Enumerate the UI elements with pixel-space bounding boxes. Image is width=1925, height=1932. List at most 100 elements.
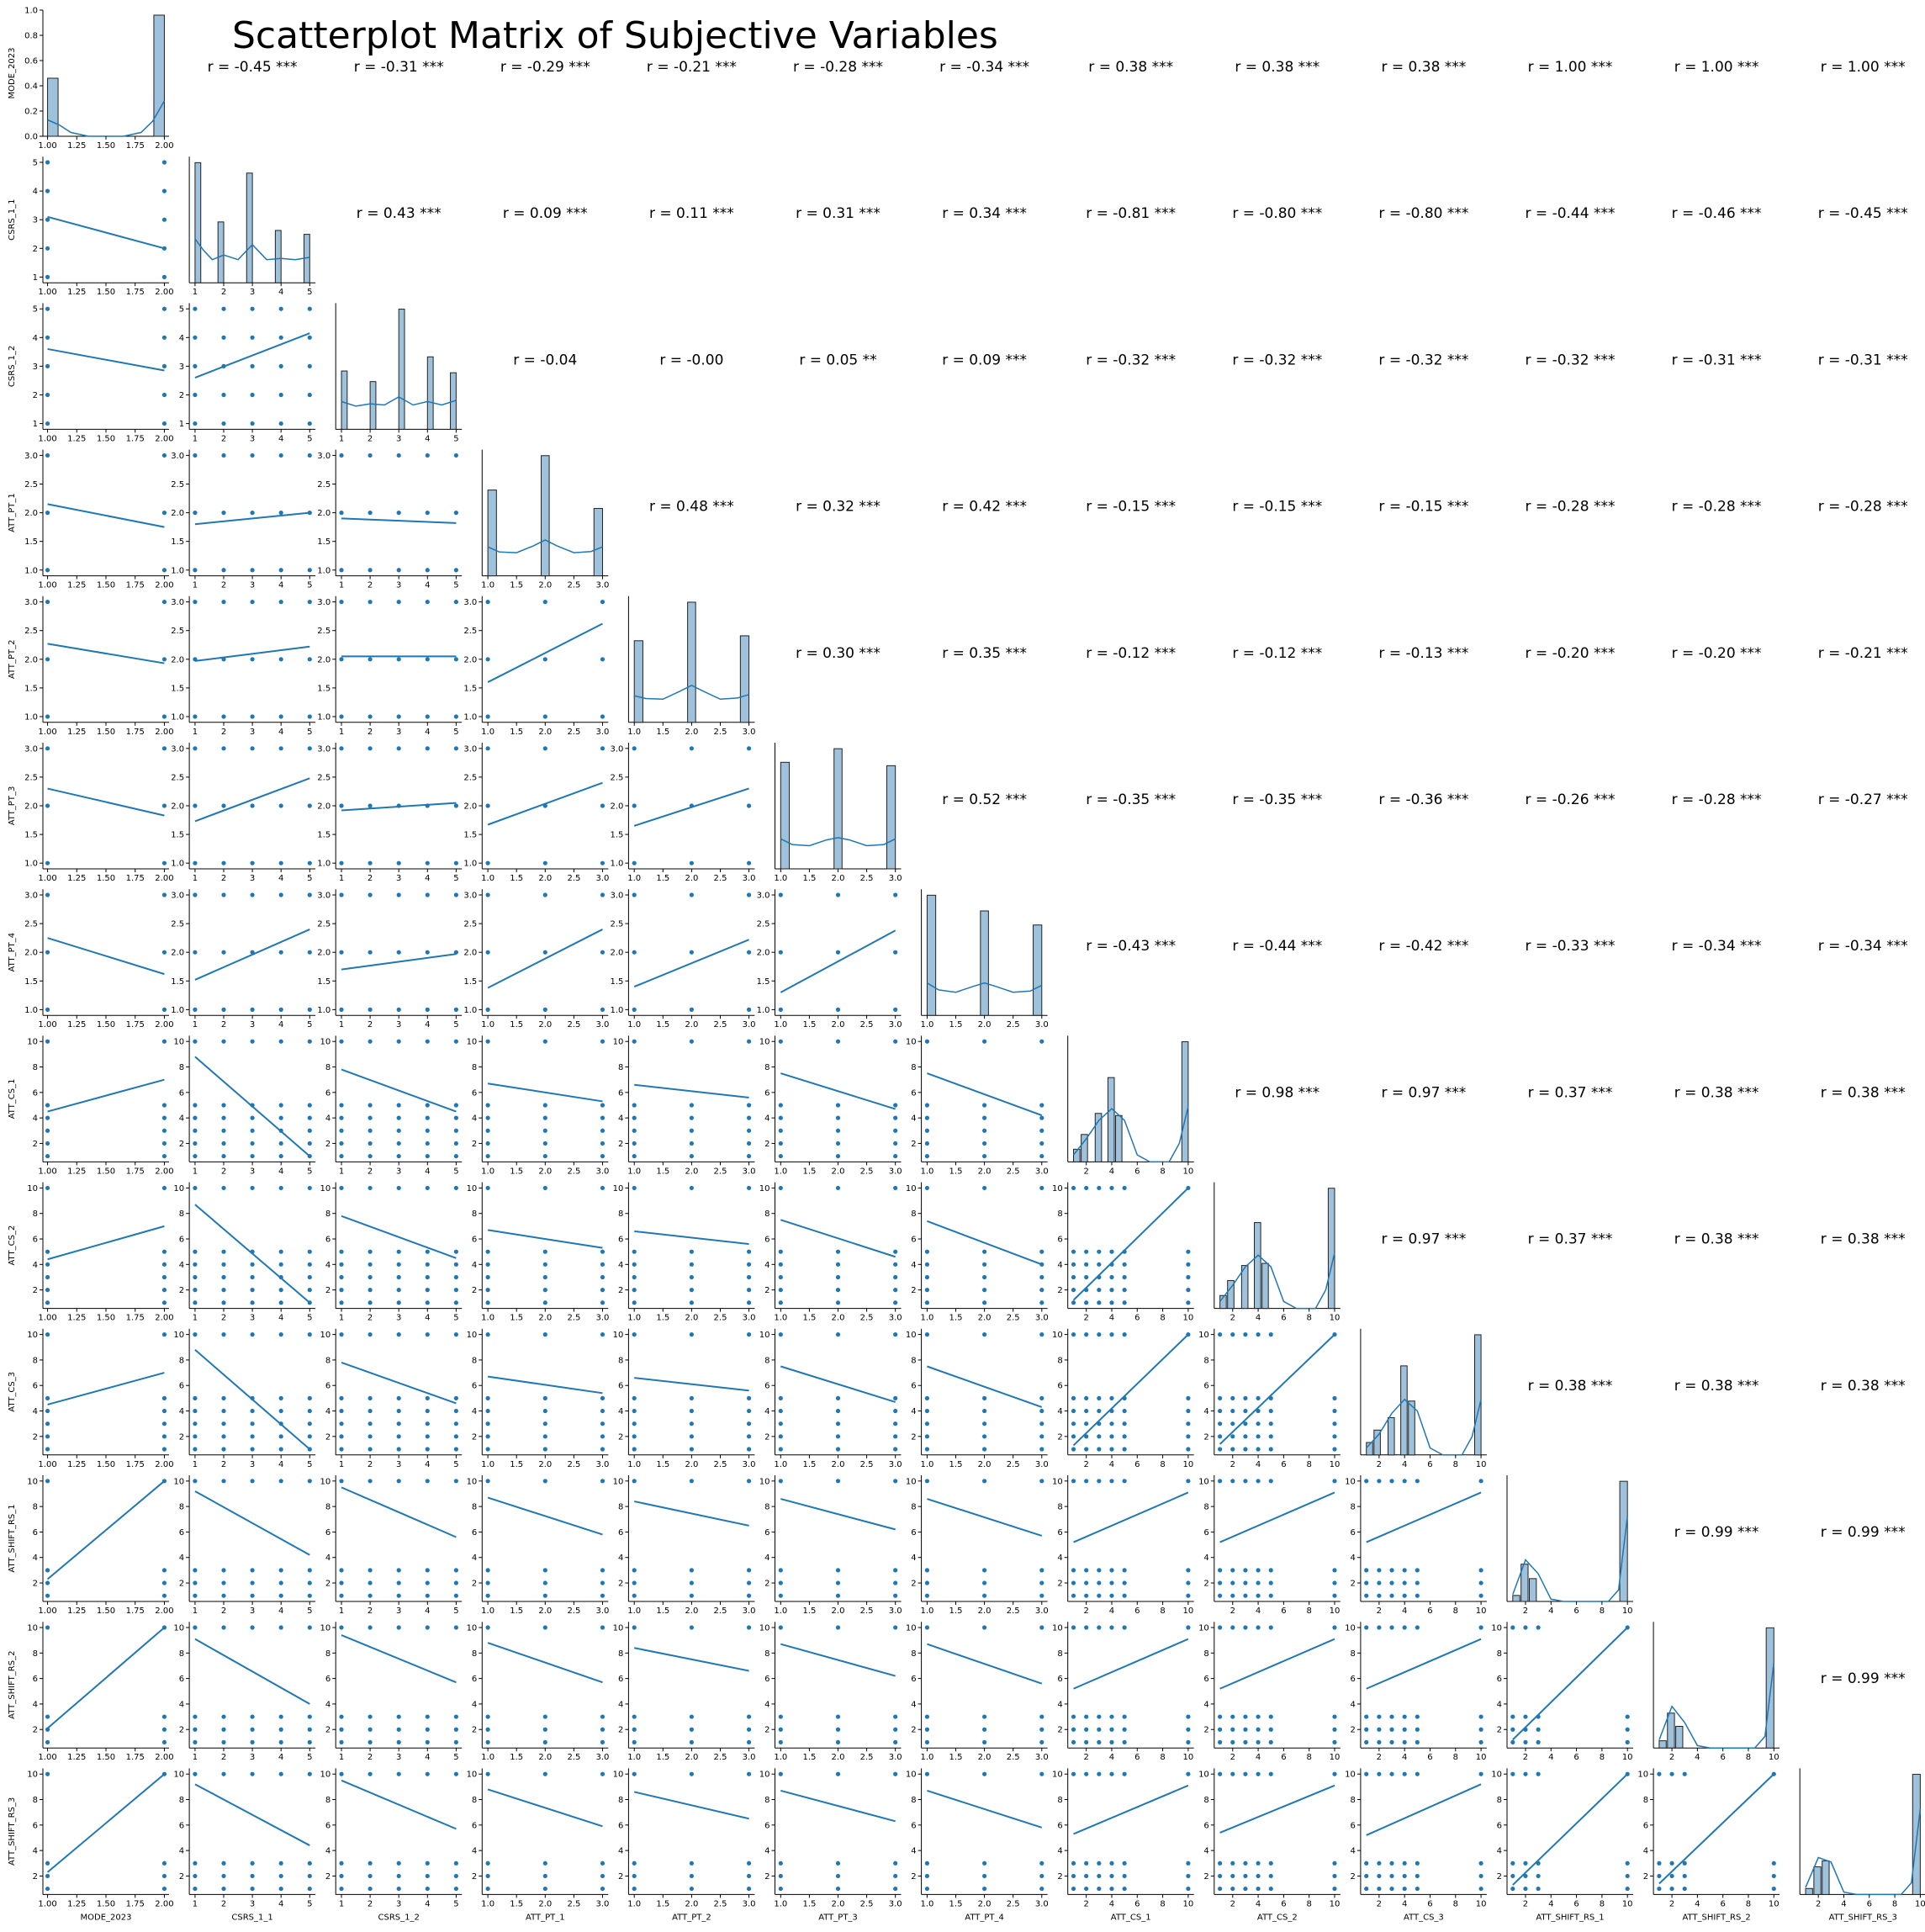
scatter-point xyxy=(600,1007,606,1012)
corr-label-4-5: r = 0.30 *** xyxy=(796,645,881,662)
y-tick-label: 10 xyxy=(1345,1624,1356,1633)
scatter-point xyxy=(339,1771,344,1776)
scatter-point xyxy=(485,1408,490,1414)
y-tick-label: 3.0 xyxy=(317,452,331,461)
x-tick-label: 6 xyxy=(1573,1899,1579,1908)
scatter-point xyxy=(1657,1771,1662,1776)
scatter-point xyxy=(221,1580,226,1585)
scatter-point xyxy=(1097,1568,1102,1573)
scatter-point xyxy=(600,1714,606,1719)
scatter-point xyxy=(307,1727,312,1732)
x-tick-label: 10 xyxy=(1769,1899,1780,1908)
scatter-point xyxy=(982,1103,987,1108)
scatter-point xyxy=(1523,1886,1528,1892)
scatter-point xyxy=(161,1288,167,1293)
scatter-point xyxy=(746,1714,752,1719)
scatter-point xyxy=(600,1185,606,1191)
scatter-point xyxy=(1109,1421,1114,1427)
x-tick-label: 2.5 xyxy=(714,874,727,883)
y-tick-label: 10 xyxy=(27,1331,38,1340)
scatter-point xyxy=(485,1300,490,1305)
scatter-point xyxy=(193,392,198,398)
scatter-point xyxy=(600,1593,606,1598)
scatter-point xyxy=(221,1262,226,1267)
y-tick-label: 4 xyxy=(1643,1847,1648,1856)
x-tick-label: 1.0 xyxy=(627,1899,641,1908)
y-tick-label: 3.0 xyxy=(463,744,477,754)
scatter-point xyxy=(600,1861,606,1866)
scatter-point xyxy=(485,1128,490,1133)
x-tick-label: 4 xyxy=(1695,1899,1700,1908)
y-tick-label: 2.5 xyxy=(317,920,331,929)
y-tick-label: 6 xyxy=(179,1821,184,1830)
regression-line xyxy=(1658,1773,1774,1885)
x-tick-label: 1 xyxy=(193,1020,198,1030)
x-tick-label: 2 xyxy=(368,1314,373,1323)
scatter-point xyxy=(982,1141,987,1146)
scatter-point xyxy=(542,1332,547,1337)
y-tick-label: 1.5 xyxy=(610,977,623,987)
scatter-point xyxy=(307,1408,312,1414)
scatter-point xyxy=(368,1873,373,1879)
scatter-point xyxy=(1097,1434,1102,1439)
y-tick-label: 10 xyxy=(613,1184,624,1194)
hist-bar xyxy=(739,635,750,723)
scatter-point xyxy=(893,1580,898,1585)
y-tick-label: 2 xyxy=(764,1286,769,1295)
scatter-point xyxy=(746,1039,752,1044)
x-tick-label: 2 xyxy=(1377,1899,1382,1908)
scatter-point xyxy=(193,421,198,426)
scatter-point xyxy=(339,568,344,573)
corr-label-6-11: r = -0.34 *** xyxy=(1672,938,1762,955)
x-tick-label: 1.5 xyxy=(656,1314,669,1323)
scatter-point xyxy=(425,714,430,719)
x-tick-label: 3.0 xyxy=(743,1899,756,1908)
scatter-point xyxy=(45,1115,50,1120)
y-tick-label: 4 xyxy=(179,1700,184,1709)
scatter-point xyxy=(835,1115,841,1120)
x-tick-label: 4 xyxy=(1109,1753,1114,1762)
y-tick-label: 4 xyxy=(1203,1847,1208,1856)
scatter-point xyxy=(425,511,430,516)
x-tick-label: 2.0 xyxy=(685,1167,698,1176)
scatter-point xyxy=(1230,1408,1235,1414)
regression-line xyxy=(927,1643,1043,1685)
y-tick-label: 10 xyxy=(613,1624,624,1633)
scatter-point xyxy=(250,1434,255,1439)
hist-bar xyxy=(1512,1595,1520,1602)
scatter-point xyxy=(835,1886,841,1892)
x-tick-label: 1.50 xyxy=(97,141,115,151)
scatter-point xyxy=(193,1873,198,1879)
y-tick-label: 10 xyxy=(759,1477,770,1486)
scatter-point xyxy=(396,1300,401,1305)
scatter-point xyxy=(1402,1568,1407,1573)
scatter-point xyxy=(161,306,167,311)
x-tick-label: 3.0 xyxy=(889,1753,902,1762)
x-tick-label: 2.0 xyxy=(538,581,552,590)
regression-line xyxy=(341,1215,457,1259)
scatter-point xyxy=(221,1886,226,1892)
scatter-point xyxy=(193,1262,198,1267)
corr-label-1-6: r = 0.34 *** xyxy=(942,205,1027,222)
regression-line xyxy=(633,939,749,988)
scatter-point xyxy=(1122,1568,1127,1573)
scatter-point xyxy=(307,1262,312,1267)
regression-line xyxy=(341,1486,457,1538)
scatter-point xyxy=(1230,1332,1235,1337)
y-tick-label: 8 xyxy=(325,1649,331,1659)
corr-label-5-10: r = -0.26 *** xyxy=(1526,791,1616,808)
scatter-point xyxy=(924,1262,930,1267)
scatter-point xyxy=(1256,1714,1261,1719)
y-tick-label: 6 xyxy=(325,1675,331,1684)
x-tick-label: 4 xyxy=(278,581,283,590)
scatter-point xyxy=(1084,1873,1089,1879)
x-tick-label: 2.00 xyxy=(155,1314,173,1323)
scatter-point xyxy=(221,1873,226,1879)
regression-line xyxy=(194,645,310,662)
y-tick-label: 6 xyxy=(33,1236,38,1245)
corr-label-6-7: r = -0.43 *** xyxy=(1086,938,1176,955)
x-tick-label: 8 xyxy=(1453,1460,1458,1469)
